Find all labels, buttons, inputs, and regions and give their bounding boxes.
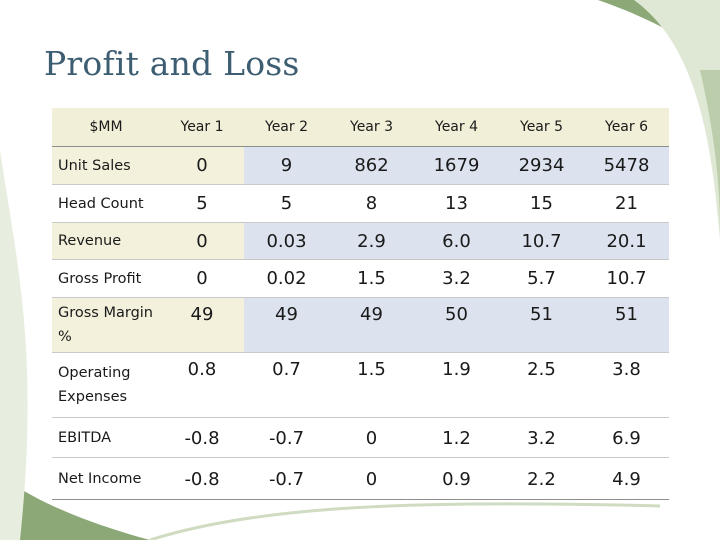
- table-cell: 6.0: [414, 222, 499, 260]
- row-label: Unit Sales: [52, 146, 160, 185]
- table-cell: 1.5: [329, 352, 414, 418]
- column-header-year-1: Year 1: [160, 108, 244, 147]
- table-cell: 0: [160, 222, 244, 260]
- table-cell: 2.9: [329, 222, 414, 260]
- table-cell: 0.9: [414, 457, 499, 500]
- column-header-year-3: Year 3: [329, 108, 414, 147]
- table-cell: 20.1: [584, 222, 669, 260]
- column-header-year-2: Year 2: [244, 108, 329, 147]
- table-row-ebitda: EBITDA -0.8 -0.7 0 1.2 3.2 6.9: [52, 417, 669, 458]
- row-label: Gross Profit: [52, 259, 160, 298]
- table-cell: 0.8: [160, 352, 244, 418]
- column-header-year-4: Year 4: [414, 108, 499, 147]
- table-cell: 51: [499, 297, 584, 353]
- bottom-left-swoosh-dark: [0, 474, 150, 540]
- table-cell: -0.7: [244, 457, 329, 500]
- table-row-unit-sales: Unit Sales 0 9 862 1679 2934 5478: [52, 146, 669, 185]
- table-cell: 13: [414, 184, 499, 223]
- row-label: Operating Expenses: [52, 352, 160, 418]
- table-row-gross-margin: Gross Margin % 49 49 49 50 51 51: [52, 297, 669, 353]
- table-cell: 0.7: [244, 352, 329, 418]
- table-cell: 51: [584, 297, 669, 353]
- table-cell: -0.8: [160, 417, 244, 458]
- table-cell: 9: [244, 146, 329, 185]
- table-cell: 3.8: [584, 352, 669, 418]
- table-cell: 0: [329, 457, 414, 500]
- table-cell: 21: [584, 184, 669, 223]
- right-swoosh-light: [634, 0, 720, 240]
- table-cell: 2934: [499, 146, 584, 185]
- row-label: Net Income: [52, 457, 160, 500]
- row-label: Head Count: [52, 184, 160, 223]
- row-label: Gross Margin %: [52, 297, 160, 353]
- table-cell: -0.7: [244, 417, 329, 458]
- table-cell: 862: [329, 146, 414, 185]
- table-row-operating-expenses: Operating Expenses 0.8 0.7 1.5 1.9 2.5 3…: [52, 352, 669, 418]
- table-cell: 5478: [584, 146, 669, 185]
- left-swoosh-light: [0, 150, 28, 540]
- table-row-gross-profit: Gross Profit 0 0.02 1.5 3.2 5.7 10.7: [52, 259, 669, 298]
- row-label: EBITDA: [52, 417, 160, 458]
- bottom-swoosh-line: [149, 502, 661, 540]
- table-cell: 1.9: [414, 352, 499, 418]
- column-header-year-6: Year 6: [584, 108, 669, 147]
- right-swoosh-mid: [700, 70, 720, 230]
- column-header-units: $MM: [52, 108, 160, 147]
- profit-loss-table: $MM Year 1 Year 2 Year 3 Year 4 Year 5 Y…: [52, 108, 669, 500]
- table-cell: 10.7: [499, 222, 584, 260]
- table-cell: 6.9: [584, 417, 669, 458]
- table-cell: 8: [329, 184, 414, 223]
- table-cell: -0.8: [160, 457, 244, 500]
- table-cell: 50: [414, 297, 499, 353]
- page-title: Profit and Loss: [44, 44, 300, 83]
- table-cell: 49: [160, 297, 244, 353]
- table-cell: 3.2: [414, 259, 499, 298]
- table-cell: 0.03: [244, 222, 329, 260]
- row-label: Revenue: [52, 222, 160, 260]
- table-cell: 10.7: [584, 259, 669, 298]
- table-cell: 2.2: [499, 457, 584, 500]
- table-cell: 0: [160, 259, 244, 298]
- table-cell: 0: [160, 146, 244, 185]
- table-cell: 2.5: [499, 352, 584, 418]
- table-cell: 49: [329, 297, 414, 353]
- column-header-year-5: Year 5: [499, 108, 584, 147]
- table-cell: 4.9: [584, 457, 669, 500]
- table-cell: 0: [329, 417, 414, 458]
- table-row-net-income: Net Income -0.8 -0.7 0 0.9 2.2 4.9: [52, 457, 669, 500]
- table-cell: 1.2: [414, 417, 499, 458]
- table-cell: 15: [499, 184, 584, 223]
- table-cell: 3.2: [499, 417, 584, 458]
- table-cell: 49: [244, 297, 329, 353]
- table-cell: 0.02: [244, 259, 329, 298]
- table-cell: 5: [160, 184, 244, 223]
- table-header-row: $MM Year 1 Year 2 Year 3 Year 4 Year 5 Y…: [52, 108, 669, 147]
- table-cell: 1679: [414, 146, 499, 185]
- table-cell: 5.7: [499, 259, 584, 298]
- table-cell: 5: [244, 184, 329, 223]
- table-row-revenue: Revenue 0 0.03 2.9 6.0 10.7 20.1: [52, 222, 669, 260]
- table-row-head-count: Head Count 5 5 8 13 15 21: [52, 184, 669, 223]
- table-cell: 1.5: [329, 259, 414, 298]
